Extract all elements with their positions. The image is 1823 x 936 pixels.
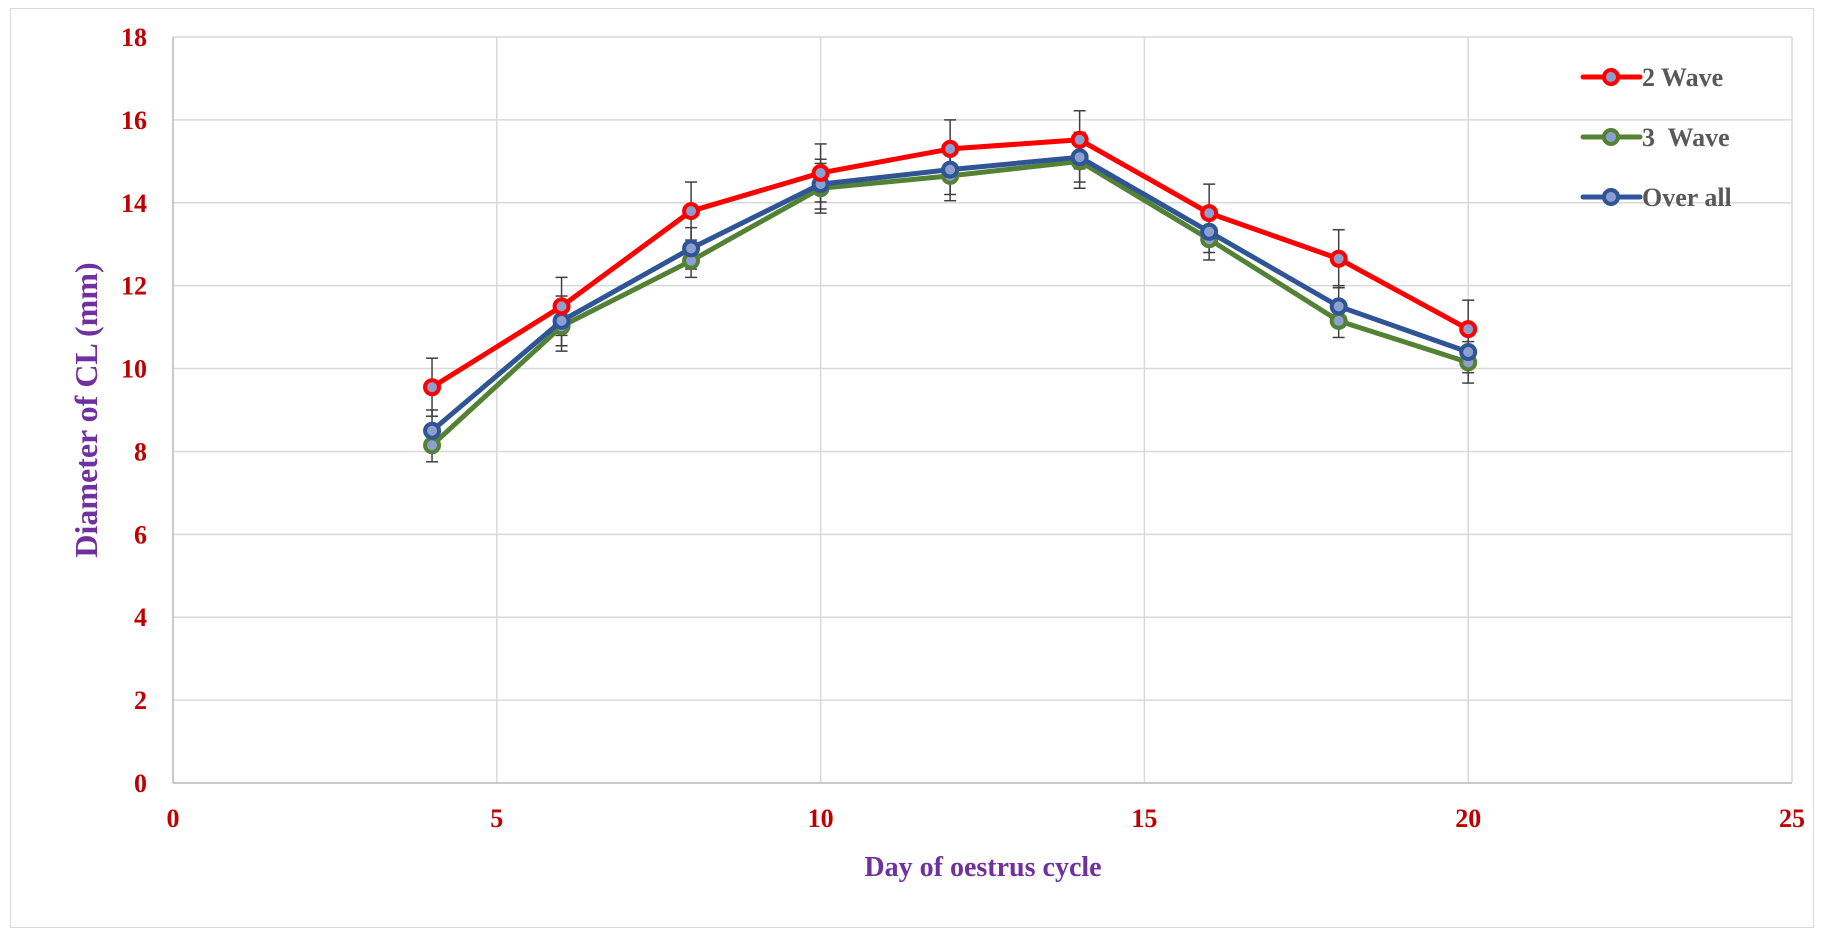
- legend-entry: 3 Wave: [1580, 123, 1730, 152]
- data-point-2-wave: [1200, 204, 1219, 223]
- y-tick-label: 0: [134, 769, 147, 798]
- x-tick-label: 10: [808, 804, 834, 833]
- legend-entry: Over all: [1580, 183, 1732, 212]
- legend-label: Over all: [1642, 183, 1732, 212]
- series-lines: [423, 130, 1478, 455]
- y-tick-label: 14: [121, 189, 147, 218]
- y-tick-label: 18: [121, 23, 147, 52]
- series-line-3-wave: [429, 158, 1471, 448]
- legend-label: 2 Wave: [1642, 63, 1723, 92]
- x-tick-label: 20: [1455, 804, 1481, 833]
- data-point-3-wave: [423, 436, 442, 455]
- y-tick-label: 6: [134, 520, 147, 549]
- data-point-2-wave: [682, 202, 701, 221]
- y-tick-label: 10: [121, 355, 147, 384]
- legend-label: 3 Wave: [1642, 123, 1730, 152]
- gridlines: [172, 36, 1793, 784]
- data-point-2-wave: [423, 378, 442, 397]
- y-axis-title: Diameter of CL (mm): [68, 262, 104, 557]
- series-2-wave: [423, 130, 1478, 397]
- y-tick-label: 8: [134, 437, 147, 466]
- y-tick-label: 12: [121, 272, 147, 301]
- chart-frame: [10, 8, 1814, 928]
- y-tick-label: 4: [134, 603, 147, 632]
- x-tick-label: 5: [490, 804, 503, 833]
- data-point-over-all: [682, 239, 701, 258]
- y-tick-label: 2: [134, 686, 147, 715]
- legend-swatch-marker: [1602, 68, 1620, 86]
- data-point-2-wave: [1459, 320, 1478, 339]
- x-tick-label: 15: [1131, 804, 1157, 833]
- y-tick-label: 16: [121, 106, 147, 135]
- legend: 2 Wave 3 Wave Over all: [1580, 63, 1732, 212]
- data-point-2-wave: [811, 163, 830, 182]
- data-point-over-all: [552, 311, 571, 330]
- x-axis-ticks: 0 5 10 15 20 25: [167, 804, 1806, 833]
- data-point-2-wave: [1329, 249, 1348, 268]
- data-point-over-all: [1329, 297, 1348, 316]
- data-point-2-wave: [552, 297, 571, 316]
- data-point-over-all: [1200, 222, 1219, 241]
- data-point-over-all: [1070, 148, 1089, 167]
- legend-swatch-marker: [1602, 188, 1620, 206]
- x-tick-label: 25: [1779, 804, 1805, 833]
- data-point-2-wave: [1070, 130, 1089, 149]
- x-tick-label: 0: [167, 804, 180, 833]
- data-point-over-all: [1459, 342, 1478, 361]
- data-point-3-wave: [1329, 311, 1348, 330]
- x-axis-title: Day of oestrus cycle: [864, 852, 1101, 883]
- legend-swatch-marker: [1602, 128, 1620, 146]
- data-point-over-all: [941, 160, 960, 179]
- data-point-over-all: [423, 421, 442, 440]
- y-axis-ticks: 0 2 4 6 8 10 12 14 16 18: [121, 23, 147, 798]
- legend-entry: 2 Wave: [1580, 63, 1723, 92]
- data-point-2-wave: [941, 139, 960, 158]
